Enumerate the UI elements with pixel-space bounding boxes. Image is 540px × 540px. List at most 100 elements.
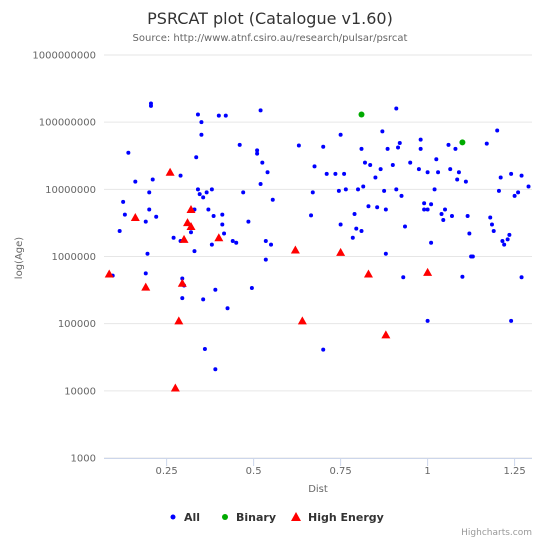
all-point — [516, 190, 521, 195]
all-point — [143, 219, 148, 224]
x-tick-label: 0.5 — [246, 466, 262, 477]
all-point — [362, 160, 367, 165]
all-point — [192, 249, 197, 254]
all-point — [201, 195, 206, 200]
all-point — [209, 242, 214, 247]
all-point — [382, 188, 387, 193]
high-energy-point — [186, 221, 196, 230]
all-point — [201, 297, 206, 302]
y-tick-label: 10000000 — [45, 185, 96, 196]
all-point — [147, 190, 152, 195]
all-point — [269, 242, 274, 247]
all-point — [178, 173, 183, 178]
legend: All Binary High Energy — [170, 511, 384, 524]
all-point — [241, 190, 246, 195]
high-energy-point — [104, 269, 114, 278]
all-point — [199, 132, 204, 137]
x-axis-ticks: 0.25 0.5 0.75 1 1.25 — [156, 458, 526, 477]
high-energy-point — [177, 278, 187, 287]
all-point — [216, 113, 221, 118]
y-tick-label: 1000 — [71, 454, 96, 465]
all-point — [270, 197, 275, 202]
all-point — [143, 271, 148, 276]
all-point — [148, 103, 153, 108]
all-point — [446, 142, 451, 147]
high-energy-point — [336, 247, 346, 256]
all-point — [338, 222, 343, 227]
all-point — [489, 222, 494, 227]
all-point — [180, 296, 185, 301]
legend-item-binary[interactable]: Binary — [222, 511, 276, 524]
all-point — [505, 237, 510, 242]
all-point — [429, 202, 434, 207]
all-point — [145, 251, 150, 256]
all-point — [453, 146, 458, 151]
all-point — [470, 254, 475, 259]
all-point — [378, 167, 383, 172]
all-point — [209, 187, 214, 192]
x-tick-label: 1 — [424, 466, 430, 477]
all-point — [425, 318, 430, 323]
all-point — [199, 120, 204, 125]
credits-link[interactable]: Highcharts.com — [461, 528, 532, 538]
all-point — [385, 146, 390, 151]
all-point — [312, 164, 317, 169]
all-point — [467, 231, 472, 236]
binary-point — [459, 139, 466, 146]
all-point — [465, 214, 470, 219]
legend-item-all[interactable]: All — [170, 511, 201, 524]
high-energy-point — [363, 269, 373, 278]
high-energy-point — [174, 316, 184, 325]
all-point — [443, 207, 448, 212]
chart-subtitle: Source: http://www.atnf.csiro.au/researc… — [133, 33, 408, 44]
all-point — [359, 146, 364, 151]
all-point — [126, 150, 131, 155]
high-energy-point — [130, 213, 140, 222]
all-point — [399, 193, 404, 198]
all-point — [310, 190, 315, 195]
all-point — [416, 167, 421, 172]
all-point — [194, 155, 199, 160]
legend-item-high-energy[interactable]: High Energy — [291, 511, 384, 524]
all-point — [496, 188, 501, 193]
all-point — [117, 228, 122, 233]
x-axis-title: Dist — [308, 484, 328, 495]
all-point — [394, 187, 399, 192]
x-tick-label: 0.75 — [329, 466, 351, 477]
all-point — [222, 231, 227, 236]
y-tick-label: 10000 — [64, 386, 96, 397]
all-point — [342, 171, 347, 176]
all-point — [455, 177, 460, 182]
y-axis-title: log(Age) — [14, 237, 25, 279]
all-point — [197, 192, 202, 197]
high-energy-point — [141, 282, 151, 291]
all-point — [260, 160, 265, 165]
legend-all-marker — [170, 514, 176, 520]
all-point — [296, 143, 301, 148]
all-point — [188, 230, 193, 235]
all-point — [122, 212, 127, 217]
all-point — [425, 170, 430, 175]
all-point — [394, 106, 399, 111]
binary-point — [358, 111, 365, 118]
all-point — [321, 144, 326, 149]
all-point — [366, 204, 371, 209]
all-point — [225, 306, 230, 311]
high-energy-point — [290, 245, 300, 254]
y-axis-ticks: 1000 10000 100000 1000000 10000000 100000000 1… — [32, 51, 96, 465]
all-point — [263, 239, 268, 244]
all-point — [150, 177, 155, 182]
all-point — [436, 170, 441, 175]
all-point — [422, 201, 427, 206]
x-tick-label: 0.25 — [156, 466, 178, 477]
all-point — [460, 274, 465, 279]
all-point — [249, 285, 254, 290]
all-point — [463, 179, 468, 184]
all-point — [258, 108, 263, 113]
all-point — [202, 346, 207, 351]
all-point — [383, 207, 388, 212]
all-point — [495, 128, 500, 133]
all-point — [220, 222, 225, 227]
